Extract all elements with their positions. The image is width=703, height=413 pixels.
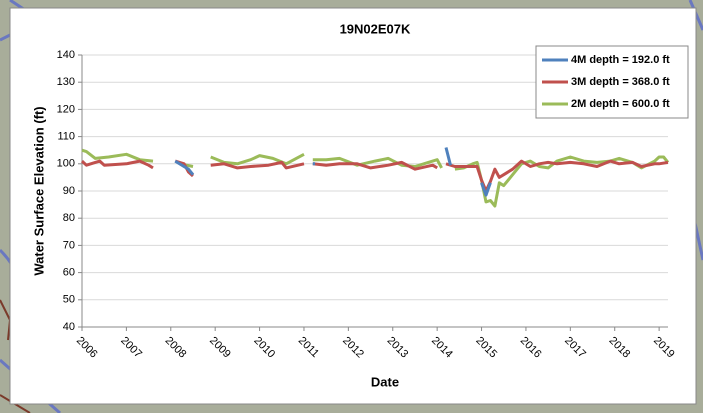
y-tick-label: 120	[57, 103, 75, 115]
y-tick-label: 60	[63, 267, 75, 279]
x-axis-title: Date	[371, 374, 399, 389]
legend-label: 2M depth = 600.0 ft	[571, 98, 670, 110]
chart-title: 19N02E07K	[340, 21, 411, 36]
y-tick-label: 70	[63, 239, 75, 251]
y-tick-label: 110	[57, 131, 75, 143]
y-tick-label: 40	[63, 321, 75, 333]
y-tick-label: 140	[57, 49, 75, 61]
y-tick-label: 50	[63, 294, 75, 306]
y-axis-title: Water Surface Elevation (ft)	[31, 106, 46, 275]
y-tick-label: 80	[63, 212, 75, 224]
legend-label: 3M depth = 368.0 ft	[571, 76, 670, 88]
y-tick-label: 90	[63, 185, 75, 197]
y-tick-label: 100	[57, 158, 75, 170]
y-tick-label: 130	[57, 76, 75, 88]
legend-label: 4M depth = 192.0 ft	[571, 54, 670, 66]
series-line	[174, 147, 492, 197]
